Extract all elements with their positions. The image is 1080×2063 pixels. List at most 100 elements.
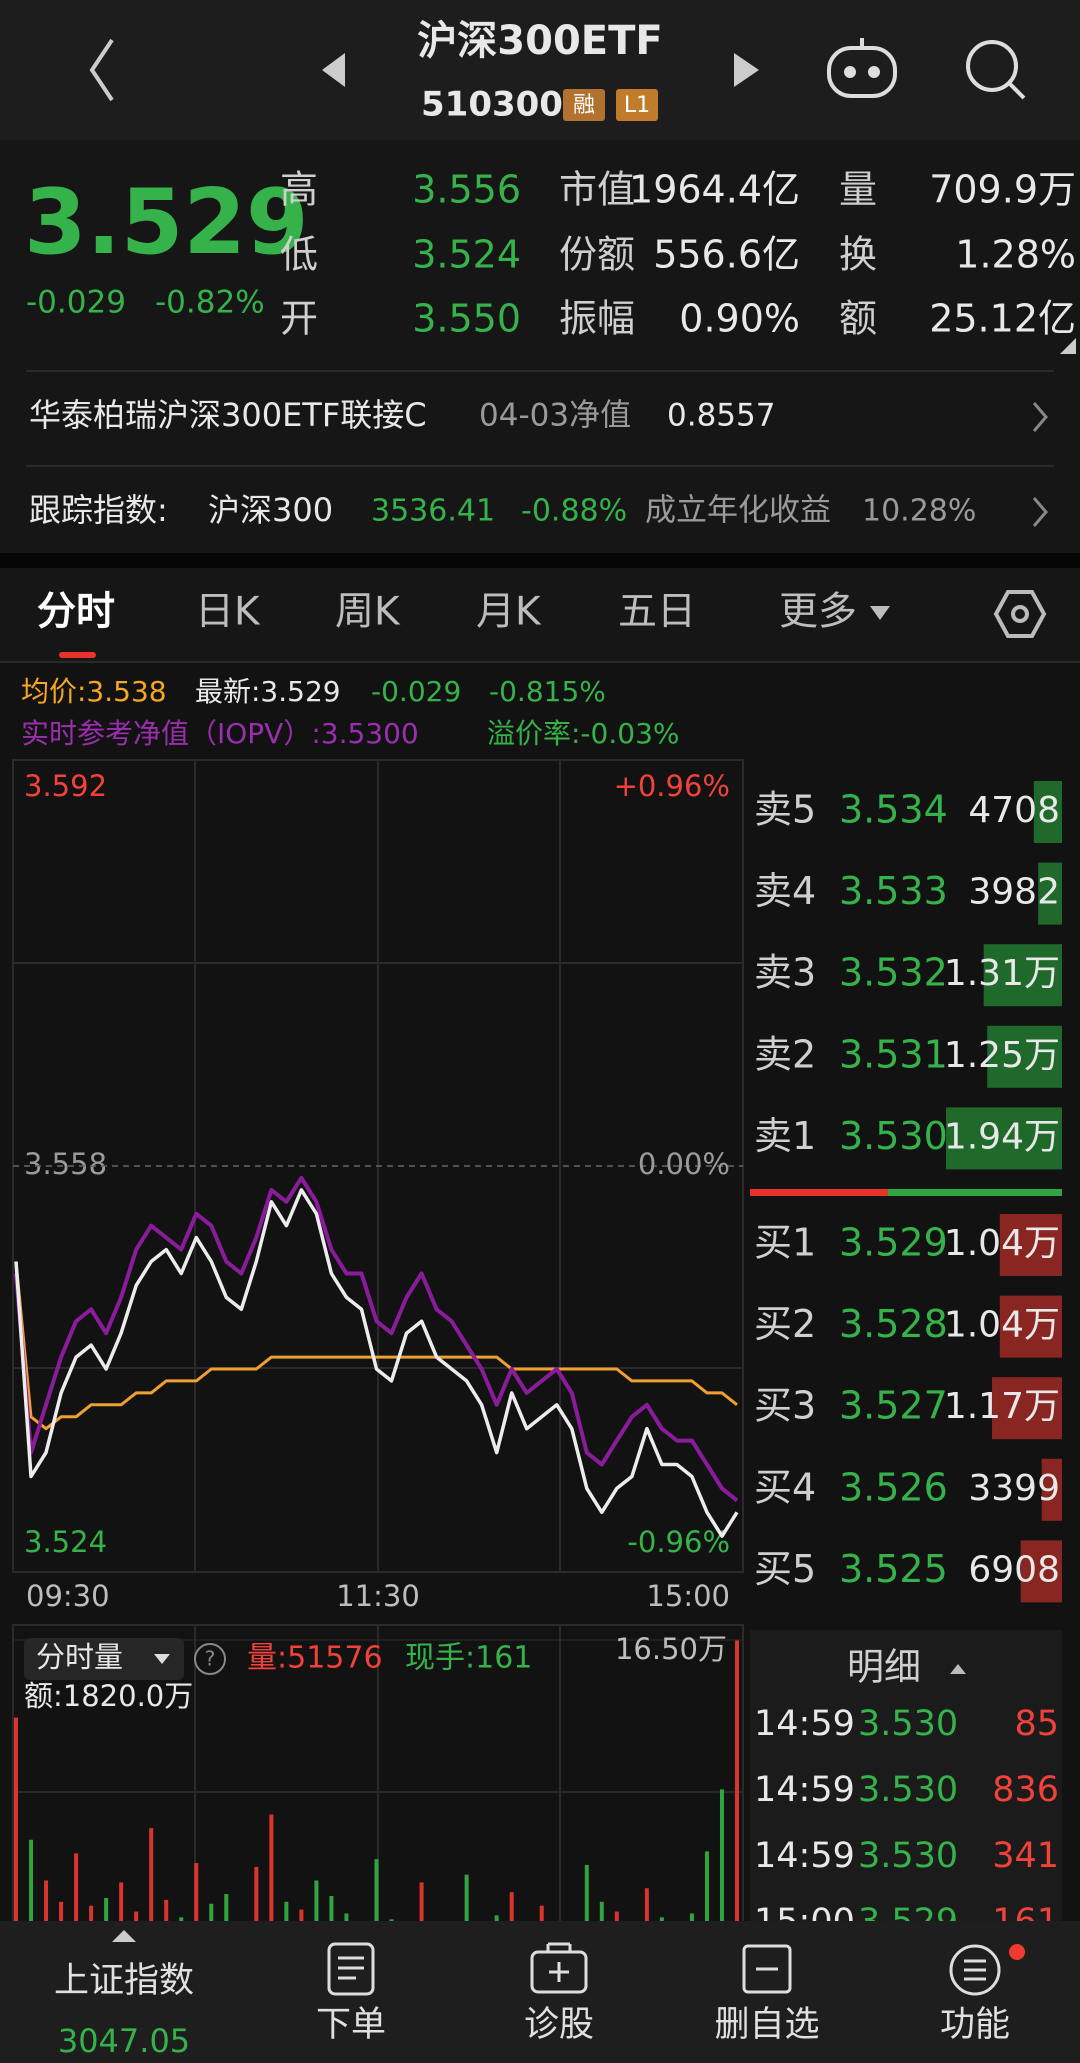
- search-icon[interactable]: [966, 40, 1026, 100]
- x-tick-label: 15:00: [646, 1579, 730, 1613]
- tab[interactable]: 更多: [779, 590, 857, 635]
- tab[interactable]: 月K: [476, 590, 542, 635]
- volume-bar: [464, 1874, 469, 1960]
- badge-bg: [563, 89, 605, 121]
- x-tick-label: 11:30: [336, 1579, 420, 1613]
- sort-icon[interactable]: [950, 1664, 966, 1674]
- corner-mark: [1060, 338, 1076, 354]
- y-tick-label: 3.592: [24, 769, 107, 803]
- dropdown-icon: [870, 606, 890, 620]
- detail-volume: 85: [1014, 1704, 1059, 1744]
- code: 510300: [421, 85, 563, 125]
- nav-value: 3047.05: [58, 2022, 190, 2060]
- pct-tick-label: +0.96%: [614, 769, 730, 803]
- iopv: 实时参考净值（IOPV）:3.5300: [21, 717, 419, 750]
- detail-time: 14:59: [754, 1704, 855, 1744]
- row-arrow[interactable]: [1032, 497, 1048, 527]
- badge: L1: [624, 93, 650, 118]
- stat-value: 25.12亿: [929, 297, 1076, 341]
- buy-volume: 1.04万: [944, 1223, 1060, 1264]
- buy-volume: 1.17万: [944, 1386, 1060, 1427]
- tab-indicator: [59, 652, 96, 658]
- stat-label: 振幅: [559, 297, 635, 341]
- badge: 融: [573, 93, 595, 118]
- volume-selector[interactable]: [24, 1638, 184, 1680]
- volume-bar: [29, 1839, 34, 1960]
- buy-label: 买1: [754, 1221, 816, 1265]
- detail-price: 3.530: [858, 1770, 958, 1810]
- last-price: 3.529: [24, 170, 309, 275]
- pct-tick-label: -0.96%: [627, 1525, 730, 1559]
- return-label: 成立年化收益: [645, 493, 831, 529]
- x-tick-label: 09:30: [26, 1579, 110, 1613]
- buy-label: 买5: [754, 1547, 816, 1591]
- stat-value: 556.6亿: [653, 233, 800, 277]
- index-value: 3536.41: [371, 494, 495, 529]
- stat-label: 市值: [559, 168, 635, 212]
- stat-label: 量: [839, 168, 877, 212]
- title: 沪深300ETF: [417, 18, 662, 64]
- sell-volume-bar: [983, 944, 1062, 1007]
- buy-volume-bar: [1020, 1540, 1062, 1603]
- robot-icon[interactable]: [827, 38, 897, 98]
- volume-bar: [14, 1717, 18, 1960]
- detail-time: 14:59: [754, 1836, 855, 1876]
- buy-volume: 3399: [968, 1468, 1060, 1509]
- tab[interactable]: 日K: [195, 590, 261, 635]
- buy-label: 买4: [754, 1465, 816, 1509]
- sell-volume-bar: [946, 1107, 1062, 1170]
- stat-label: 换: [839, 233, 877, 277]
- notification-dot: [1009, 1944, 1025, 1960]
- volume-bar: [314, 1880, 319, 1960]
- buy-price: 3.529: [839, 1221, 948, 1265]
- volume-bar: [44, 1880, 49, 1960]
- nav-label[interactable]: 上证指数: [54, 1961, 194, 2001]
- tab[interactable]: 周K: [335, 590, 401, 635]
- help-mark: ?: [205, 1647, 216, 1671]
- volume-selector-label[interactable]: 分时量: [36, 1640, 123, 1674]
- stat-label: 低: [280, 233, 318, 277]
- detail-title[interactable]: 明细: [847, 1646, 921, 1689]
- sell-volume-bar: [1033, 781, 1062, 843]
- volume-qty: 量:51576: [247, 1641, 383, 1676]
- tab[interactable]: 五日: [618, 590, 696, 635]
- expand-icon[interactable]: [112, 1930, 136, 1942]
- detail-panel: [750, 1630, 1062, 1930]
- back-button[interactable]: [89, 38, 114, 102]
- next-button[interactable]: [734, 53, 759, 87]
- help-icon[interactable]: [194, 1643, 226, 1675]
- buy-label: 买2: [754, 1302, 816, 1346]
- volume-tick-label: 16.50万: [615, 1632, 727, 1666]
- nav-label[interactable]: 下单: [316, 2005, 386, 2045]
- volume-amount: 额:1820.0万: [24, 1679, 193, 1713]
- sell-volume: 3982: [968, 872, 1060, 913]
- settings-icon[interactable]: [993, 590, 1047, 638]
- volume-bar: [719, 1789, 724, 1960]
- tab-bar: [0, 568, 1080, 662]
- nav-label[interactable]: 功能: [940, 2005, 1010, 2045]
- avg-line: [14, 1261, 738, 1431]
- volume-bar: [735, 1640, 739, 1960]
- change: -0.029: [26, 285, 126, 321]
- tab[interactable]: 分时: [37, 590, 115, 635]
- change-pct: -0.82%: [155, 285, 265, 321]
- row-arrow[interactable]: [1032, 402, 1048, 432]
- volume-bar: [269, 1814, 274, 1960]
- nav-label[interactable]: 删自选: [714, 2005, 819, 2045]
- nav-label[interactable]: 诊股: [524, 2005, 594, 2045]
- buy-volume: 1.04万: [944, 1305, 1060, 1346]
- prev-button[interactable]: [322, 53, 345, 87]
- stat-label: 份额: [559, 233, 635, 277]
- latest-change: -0.029: [371, 675, 461, 708]
- dynamic-layer: 沪深300ETF 510300 融 L1 3.529 -0.029 -0.82% 高 3.556…: [13, 18, 1076, 1960]
- quote-panel: [0, 140, 1080, 553]
- stat-value: 3.524: [412, 233, 521, 277]
- detail-price: 3.530: [858, 1836, 958, 1876]
- book-divider-sell: [750, 1189, 888, 1196]
- buy-price: 3.527: [839, 1384, 948, 1428]
- fund-name[interactable]: 华泰柏瑞沪深300ETF联接C: [29, 396, 427, 434]
- volume-bar: [374, 1859, 379, 1960]
- sell-volume: 1.25万: [944, 1035, 1060, 1076]
